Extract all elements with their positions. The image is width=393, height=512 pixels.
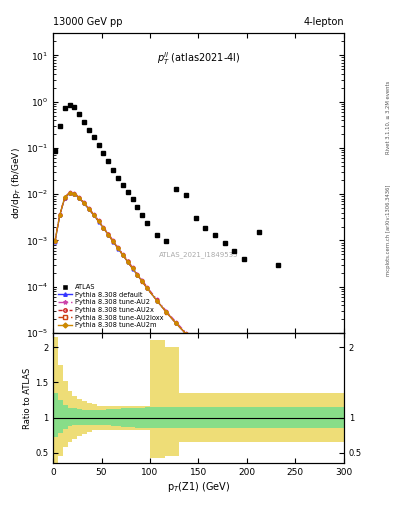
Text: ATLAS_2021_I1849535: ATLAS_2021_I1849535	[159, 252, 238, 259]
Y-axis label: dσ/dp$_T$ (fb/GeV): dσ/dp$_T$ (fb/GeV)	[10, 147, 23, 219]
Text: 4-lepton: 4-lepton	[303, 16, 344, 27]
Text: mcplots.cern.ch [arXiv:1306.3436]: mcplots.cern.ch [arXiv:1306.3436]	[386, 185, 391, 276]
Text: $p_T^{ll}$ (atlas2021-4l): $p_T^{ll}$ (atlas2021-4l)	[157, 50, 240, 67]
Legend: ATLAS, Pythia 8.308 default, Pythia 8.308 tune-AU2, Pythia 8.308 tune-AU2x, Pyth: ATLAS, Pythia 8.308 default, Pythia 8.30…	[56, 283, 165, 330]
Text: 13000 GeV pp: 13000 GeV pp	[53, 16, 123, 27]
Text: Rivet 3.1.10, ≥ 3.2M events: Rivet 3.1.10, ≥ 3.2M events	[386, 81, 391, 155]
X-axis label: p$_T$(Z1) (GeV): p$_T$(Z1) (GeV)	[167, 480, 230, 494]
Y-axis label: Ratio to ATLAS: Ratio to ATLAS	[23, 368, 32, 429]
